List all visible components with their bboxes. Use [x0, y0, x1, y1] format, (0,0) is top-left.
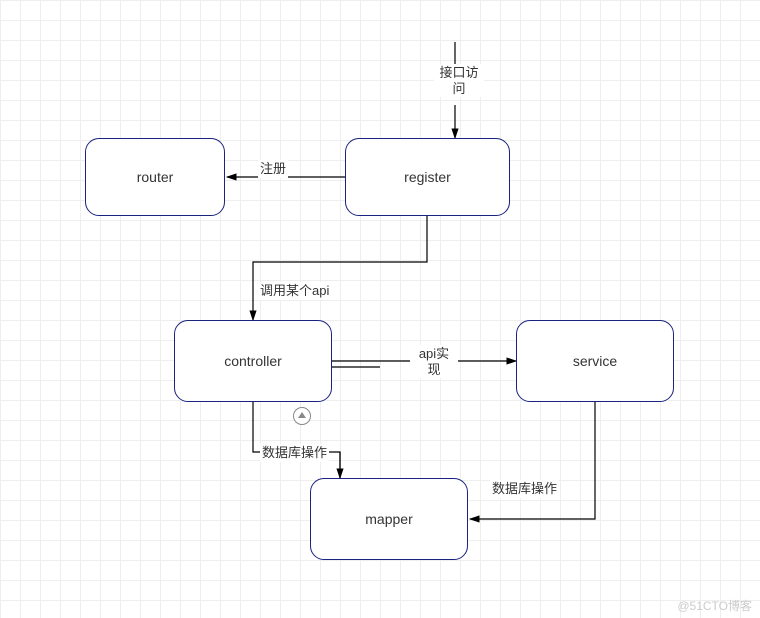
- node-router-label: router: [137, 169, 174, 185]
- node-register: register: [345, 138, 510, 216]
- edge-label-service-mapper: 数据库操作: [490, 480, 559, 498]
- edge-service-mapper: [470, 402, 595, 519]
- node-register-label: register: [404, 169, 451, 185]
- edge-label-controller-service: api实 现: [410, 345, 458, 378]
- node-router: router: [85, 138, 225, 216]
- node-controller: controller: [174, 320, 332, 402]
- node-controller-label: controller: [224, 353, 282, 369]
- watermark: @51CTO博客: [677, 597, 752, 614]
- edge-label-entry-register: 接口访 问: [434, 64, 484, 97]
- up-circle-icon: [293, 407, 311, 425]
- node-mapper: mapper: [310, 478, 468, 560]
- node-service: service: [516, 320, 674, 402]
- node-service-label: service: [573, 353, 617, 369]
- edge-label-register-controller: 调用某个api: [258, 282, 331, 300]
- edge-register-controller: [253, 216, 427, 320]
- edge-label-register-router: 注册: [258, 160, 288, 178]
- edge-label-controller-mapper: 数据库操作: [260, 444, 329, 462]
- node-mapper-label: mapper: [365, 511, 412, 527]
